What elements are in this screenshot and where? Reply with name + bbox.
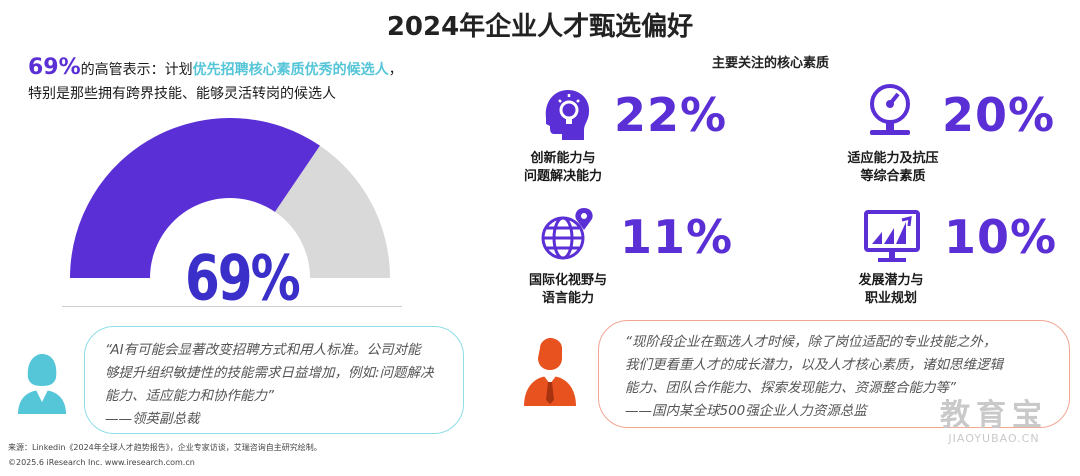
headline-text: 的高管表示：计划 — [80, 62, 193, 78]
headline-highlight: 优先招聘核心素质优秀的候选人 — [192, 62, 389, 78]
hr-director-quote-bubble: “现阶段企业在甄选人才时候，除了岗位适配的专业技能之外， 我们更看重人才的成长潜… — [598, 320, 1070, 428]
executive-avatar-icon — [18, 354, 66, 414]
quote-line: 能力、适应能力和协作能力” — [105, 388, 274, 404]
qualities-heading: 主要关注的核心素质 — [712, 56, 830, 71]
watermark-en: JIAOYUBAO.CN — [948, 432, 1040, 445]
gauge-value-label: 69% — [185, 242, 301, 315]
gauge-remainder — [274, 145, 390, 278]
quote-author: ——国内某全球500强企业人力资源总监 — [625, 403, 867, 419]
growth-chart-icon — [864, 210, 920, 262]
headline-line2: 特别是那些拥有跨界技能、能够灵活转岗的候选人 — [28, 86, 336, 102]
head-lightbulb-icon — [545, 90, 590, 140]
headline-punct: ， — [388, 62, 403, 78]
quote-line: “现阶段企业在甄选人才时候，除了岗位适配的专业技能之外， — [625, 334, 997, 350]
headline-percentage: 69% — [28, 55, 81, 80]
quality-3-percentage: 11% — [620, 210, 734, 264]
quality-2-percentage: 20% — [942, 88, 1056, 142]
quality-4-label: 发展潜力与 职业规划 — [858, 273, 924, 306]
quality-4-percentage: 10% — [944, 210, 1058, 264]
gauge-chart — [70, 118, 390, 278]
copyright-note: ©2025.6 iResearch Inc. www.iresearch.com… — [8, 458, 195, 467]
page-title: 2024年企业人才甄选偏好 — [386, 12, 694, 42]
quote-line: 能力、团队合作能力、探索发现能力、资源整合能力等” — [625, 380, 956, 396]
quote-author: ——领英副总裁 — [105, 411, 200, 427]
globe-location-icon — [541, 208, 593, 260]
hr-director-avatar-icon — [524, 338, 576, 406]
divider — [62, 306, 402, 307]
vp-quote-bubble: “AI有可能会显著改变招聘方式和用人标准。公司对能 够提升组织敏捷性的技能需求日… — [84, 326, 464, 434]
watermark-cn: 教育宝 — [940, 398, 1048, 433]
quote-line: 够提升组织敏捷性的技能需求日益增加，例如:问题解决 — [105, 365, 434, 381]
headline-statement: 69%的高管表示：计划优先招聘核心素质优秀的候选人， 特别是那些拥有跨界技能、能… — [28, 56, 488, 106]
quote-line: 我们更看重人才的成长潜力，以及人才核心素质，诸如思维逻辑 — [625, 357, 1003, 373]
quality-2-label: 适应能力及抗压 等综合素质 — [847, 151, 939, 184]
quality-3-label: 国际化视野与 语言能力 — [528, 273, 607, 306]
quality-1-percentage: 22% — [614, 88, 728, 142]
quote-line: “AI有可能会显著改变招聘方式和用人标准。公司对能 — [105, 342, 421, 358]
quality-1-label: 创新能力与 问题解决能力 — [523, 151, 602, 184]
gauge-fill — [70, 118, 320, 278]
source-note: 来源：Linkedin《2024年全球人才趋势报告》，企业专家访谈，艾瑞咨询自主… — [8, 443, 322, 452]
pressure-gauge-icon — [870, 84, 910, 135]
watermark: 教育宝 JIAOYUBAO.CN — [914, 398, 1074, 446]
